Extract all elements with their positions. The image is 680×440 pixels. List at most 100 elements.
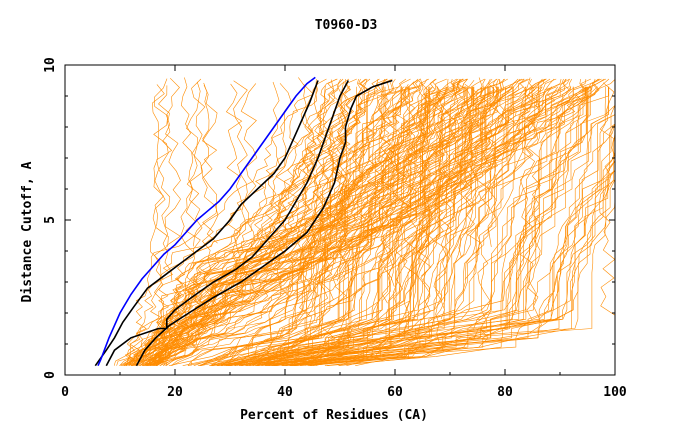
background-series-line: [225, 86, 403, 366]
background-series-line: [293, 86, 616, 366]
background-series-line: [200, 82, 217, 316]
background-series-line: [152, 78, 170, 349]
background-series-line: [146, 78, 600, 366]
background-series-line: [165, 78, 587, 366]
background-series-line: [122, 78, 327, 366]
background-series-line: [258, 86, 524, 366]
background-series-line: [334, 81, 351, 306]
x-axis-label: Percent of Residues (CA): [240, 408, 428, 423]
background-series-line: [225, 83, 243, 270]
background-series-line: [281, 86, 616, 366]
background-series-line: [268, 86, 542, 366]
background-series-line: [155, 78, 464, 366]
background-series-line: [199, 86, 385, 366]
x-tick-label: 80: [497, 385, 513, 400]
background-series-line: [315, 86, 587, 366]
background-series-line: [377, 79, 394, 304]
background-series-line: [246, 86, 588, 366]
background-series-line: [135, 78, 468, 366]
background-series-line: [250, 86, 488, 366]
background-series-line: [334, 85, 349, 272]
background-series-line: [418, 80, 434, 277]
background-series-line: [268, 86, 553, 366]
background-series-line: [262, 86, 489, 366]
background-series-line: [125, 78, 393, 366]
background-series-line: [225, 86, 427, 366]
background-series-line: [150, 84, 165, 280]
background-series-line: [305, 86, 574, 366]
background-series-line: [216, 86, 365, 366]
background-series-line: [599, 82, 616, 316]
background-series-line: [209, 86, 421, 366]
background-series-line: [130, 78, 388, 366]
background-series-line: [185, 81, 201, 296]
background-series-line: [237, 86, 417, 366]
background-series-line: [200, 86, 449, 366]
background-series-line: [159, 78, 428, 366]
background-series-line: [294, 86, 609, 366]
background-series-line: [402, 79, 419, 360]
background-series-line: [246, 86, 464, 366]
background-series-line: [273, 86, 587, 366]
background-series-line: [274, 86, 514, 366]
background-series-line: [318, 85, 335, 347]
background-series-line: [256, 86, 499, 366]
background-series-line: [291, 86, 606, 366]
background-series-group: [113, 77, 616, 366]
background-series-line: [309, 86, 590, 366]
background-series-line: [267, 86, 539, 366]
highlight-series-line: [135, 79, 393, 367]
background-series-line: [271, 86, 506, 366]
background-series-line: [234, 86, 406, 366]
background-series-line: [248, 86, 572, 366]
background-series-line: [252, 86, 513, 366]
background-series-line: [402, 81, 419, 250]
background-series-line: [519, 77, 536, 320]
background-series-line: [142, 78, 419, 366]
background-series-line: [144, 78, 499, 366]
background-series-line: [209, 86, 447, 366]
background-series-line: [168, 86, 386, 366]
background-series-line: [253, 86, 483, 366]
background-series-line: [233, 80, 248, 295]
background-series-line: [182, 86, 409, 366]
y-tick-label: 0: [43, 371, 58, 379]
background-series-line: [272, 86, 584, 366]
background-series-line: [212, 86, 383, 366]
background-series-line: [327, 86, 616, 366]
background-series-line: [189, 78, 206, 247]
background-series-line: [119, 78, 567, 366]
background-series-line: [147, 78, 337, 366]
y-tick-label: 5: [43, 216, 58, 224]
background-series-line: [124, 78, 362, 366]
background-series-line: [464, 83, 481, 280]
background-series-line: [202, 84, 219, 244]
background-series-line: [128, 78, 341, 366]
background-series-line: [239, 86, 465, 366]
background-series-line: [156, 78, 371, 366]
background-series-line: [231, 86, 462, 366]
x-tick-label: 40: [277, 385, 293, 400]
background-series-line: [264, 86, 598, 366]
highlight-series-group: [94, 76, 393, 367]
background-series-line: [286, 86, 537, 366]
background-series-line: [264, 81, 282, 362]
background-series-line: [147, 78, 318, 366]
y-axis-label: Distance Cutoff, A: [20, 161, 35, 302]
x-tick-label: 60: [387, 385, 403, 400]
background-series-line: [220, 86, 433, 366]
background-series-line: [313, 84, 329, 317]
background-series-line: [113, 78, 344, 366]
background-series-line: [197, 86, 402, 366]
background-series-line: [297, 84, 314, 327]
highlight-series-line: [94, 80, 319, 367]
background-series-line: [527, 83, 542, 335]
background-series-line: [291, 86, 533, 366]
background-series-line: [476, 77, 492, 348]
background-series-line: [377, 81, 395, 287]
background-series-line: [137, 78, 357, 366]
background-series-line: [221, 86, 410, 366]
background-series-line: [391, 84, 409, 308]
background-series-line: [255, 86, 486, 366]
background-series-line: [257, 86, 494, 366]
